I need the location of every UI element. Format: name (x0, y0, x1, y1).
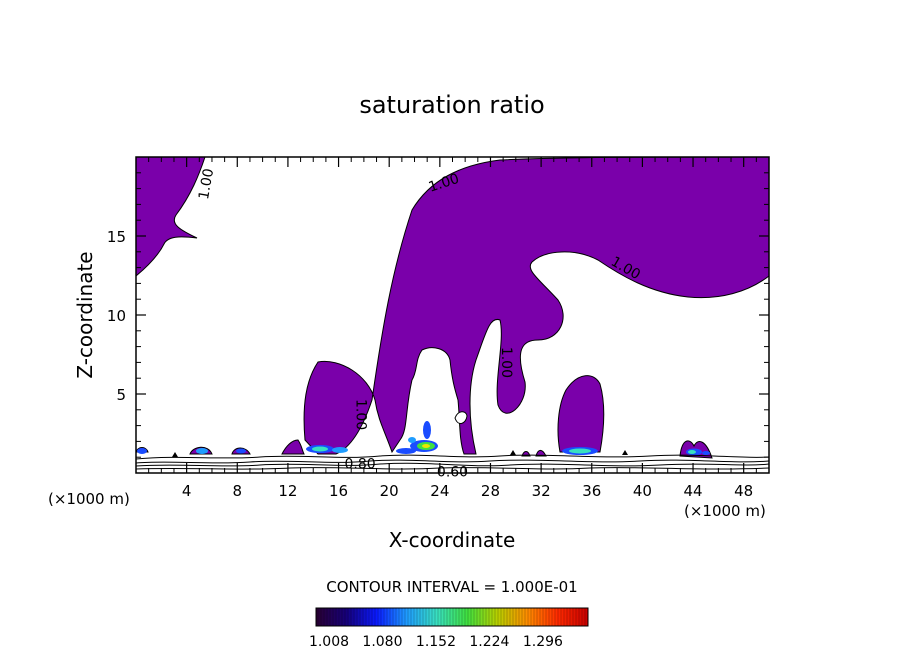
contour-label-text-4: 1.00 (352, 399, 368, 430)
x-tick-label-8: 36 (582, 482, 601, 500)
contour-label-3: 1.00 (498, 347, 514, 378)
x-tick-label-9: 40 (633, 482, 652, 500)
x-tick-label-6: 28 (481, 482, 500, 500)
chart-title: saturation ratio (359, 91, 544, 119)
x-tick-label-0: 4 (182, 482, 192, 500)
y-tick-label-0: 5 (116, 386, 126, 404)
contour-label-4: 1.00 (352, 399, 368, 430)
contour-label-text-0: 1.00 (196, 167, 217, 200)
x-unit-right: (×1000 m) (684, 502, 766, 520)
contour-label-text-3: 1.00 (498, 347, 514, 378)
colorbar: 1.008 1.080 1.152 1.224 1.296 (309, 607, 589, 650)
x-tick-label-10: 44 (683, 482, 702, 500)
contour-label-5: 0.80 (344, 457, 375, 473)
x-tick-label-7: 32 (532, 482, 551, 500)
supersat-region-right-column (557, 375, 605, 453)
x-tick-label-2: 12 (278, 482, 297, 500)
colorbar-stripes (317, 608, 586, 626)
colorbar-tick-labels: 1.008 1.080 1.152 1.224 1.296 (309, 634, 563, 650)
y-axis-label: Z-coordinate (73, 251, 97, 378)
high-ratio-cores (137, 421, 710, 456)
colorbar-tick-label-1: 1.080 (362, 634, 402, 650)
x-unit-left: (×1000 m) (48, 490, 130, 508)
contour-label-text-5: 0.80 (344, 457, 375, 473)
contour-interval-text: CONTOUR INTERVAL = 1.000E-01 (326, 578, 577, 596)
supersat-region-main-plume (303, 157, 769, 455)
plot-area (136, 157, 769, 470)
supersat-region-upper-left (136, 157, 206, 277)
x-tick-label-1: 8 (233, 482, 243, 500)
x-tick-label-5: 24 (430, 482, 449, 500)
x-tick-label-4: 20 (380, 482, 399, 500)
y-axis-ticks: 5 10 15 (107, 172, 769, 458)
colorbar-tick-label-4: 1.296 (523, 634, 563, 650)
x-axis-ticks: 4 8 12 16 20 24 28 32 36 40 44 48 (148, 157, 757, 500)
x-axis-label: X-coordinate (389, 528, 516, 552)
colorbar-tick-label-2: 1.152 (416, 634, 456, 650)
contour-label-0: 1.00 (196, 167, 217, 200)
y-tick-label-2: 15 (107, 228, 126, 246)
x-tick-label-11: 48 (734, 482, 753, 500)
supersat-hole (454, 411, 468, 424)
y-tick-label-1: 10 (107, 307, 126, 325)
colorbar-tick-label-3: 1.224 (469, 634, 509, 650)
colorbar-bar (315, 607, 589, 627)
tiny-markers (172, 450, 628, 457)
x-tick-label-3: 16 (329, 482, 348, 500)
colorbar-tick-label-0: 1.008 (309, 634, 349, 650)
